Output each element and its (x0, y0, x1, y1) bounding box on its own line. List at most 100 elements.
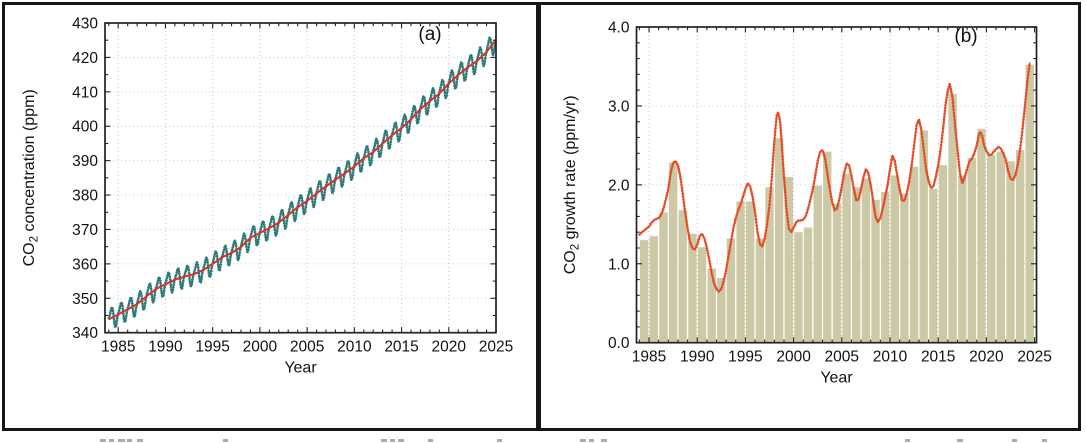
x-tick-label: 2025 (1017, 349, 1051, 366)
x-tick-label: 1990 (680, 349, 715, 366)
x-tick-label: 2005 (290, 339, 324, 356)
bar-2001 (803, 227, 813, 342)
caption-fragment-mark (109, 439, 114, 442)
caption-fragment-mark (381, 439, 387, 442)
y-tick-label: 350 (72, 291, 98, 308)
bar-2021 (996, 151, 1005, 342)
x-tick-label: 2000 (776, 349, 811, 366)
caption-fragment-mark (390, 439, 395, 442)
x-tick-label: 2000 (243, 339, 278, 356)
caption-fragment-mark (428, 439, 433, 442)
growth-rate-line (638, 62, 1031, 293)
growth-rate-bars (640, 64, 1034, 342)
bar-2018 (967, 158, 977, 342)
y-tick-label: 360 (72, 256, 98, 273)
panel-tag: (b) (954, 26, 977, 47)
bar-2006 (852, 187, 861, 342)
bar-1995 (746, 201, 755, 342)
y-tick-label: 400 (72, 119, 98, 136)
y-axis-title: CO2 concentration (ppm) (21, 89, 41, 266)
caption-fragment-mark (118, 439, 125, 442)
bar-2013 (919, 130, 928, 342)
caption-fragment-mark (497, 439, 502, 442)
caption-fragment-mark (1012, 439, 1017, 442)
bar-1991 (707, 268, 716, 342)
bar-2003 (823, 151, 832, 342)
bar-2020 (987, 154, 996, 342)
bar-1988 (678, 210, 687, 342)
caption-fragment-mark (957, 439, 963, 442)
y-tick-label: 430 (72, 16, 98, 33)
gridlines (105, 23, 496, 333)
bar-2007 (861, 178, 871, 342)
bar-2008 (871, 199, 880, 342)
bar-2023 (1015, 150, 1025, 342)
x-tick-label: 2010 (337, 339, 372, 356)
bar-1994 (736, 201, 745, 342)
bar-1985 (649, 236, 658, 342)
bar-2002 (813, 185, 822, 342)
axes (104, 22, 497, 334)
x-tick-label: 1995 (195, 339, 229, 356)
y-tick-label: 0.0 (608, 335, 630, 352)
panel-b-chart: 1985 1990 1995 2000 2005 2010 2015 2020 20250.01… (562, 20, 1052, 387)
caption-fragment-mark (580, 439, 586, 442)
bar-1992 (717, 278, 726, 342)
bar-2019 (977, 128, 986, 342)
bar-1984 (640, 240, 649, 342)
x-tick-label: 1985 (101, 339, 135, 356)
x-tick-label: 2015 (384, 339, 418, 356)
y-tick-label: 1.0 (608, 256, 630, 273)
caption-fragment-mark (137, 439, 143, 442)
bar-1998 (774, 138, 784, 342)
caption-fragment-mark (589, 439, 594, 442)
bar-2014 (929, 188, 938, 342)
bar-1999 (784, 177, 793, 342)
panel-tag: (a) (418, 24, 441, 45)
panel-divider (536, 2, 541, 431)
bar-1997 (765, 187, 774, 342)
y-tick-label: 390 (72, 153, 98, 170)
caption-fragment-mark (127, 439, 132, 442)
caption-fragment-mark (601, 439, 607, 442)
caption-fragment-mark (1042, 439, 1047, 442)
y-axis-title: CO2 growth rate (ppm/yr) (562, 95, 582, 274)
x-tick-label: 2015 (921, 349, 955, 366)
bar-2022 (1006, 161, 1015, 342)
axes (635, 26, 1038, 344)
y-tick-label: 4.0 (608, 20, 630, 37)
x-tick-label: 2020 (432, 339, 467, 356)
bar-2004 (832, 203, 842, 342)
x-tick-label: 2005 (825, 349, 859, 366)
y-tick-labels: 0.0 1.0 2.0 3.0 4.0 (608, 20, 630, 353)
bar-1993 (726, 238, 736, 342)
bar-1989 (688, 233, 697, 342)
x-tick-label: 2025 (479, 339, 513, 356)
bar-2024 (1025, 64, 1034, 342)
x-tick-label: 1985 (632, 349, 666, 366)
bar-1990 (697, 247, 707, 342)
bar-2016 (948, 94, 957, 342)
bar-1986 (659, 212, 668, 342)
x-tick-label: 2010 (873, 349, 908, 366)
monthly-co2-series (107, 36, 497, 328)
caption-fragment-mark (100, 439, 106, 442)
caption-fragment-mark (905, 439, 910, 442)
y-tick-label: 3.0 (608, 98, 630, 115)
x-tick-label: 1990 (148, 339, 183, 356)
x-tick-label: 1995 (728, 349, 762, 366)
x-axis-title: Year (820, 370, 853, 387)
x-tick-labels: 1985 1990 1995 2000 2005 2010 2015 2020 2025 (632, 349, 1052, 366)
bar-2005 (842, 173, 851, 342)
bar-1987 (668, 162, 678, 342)
x-axis-title: Year (284, 360, 317, 377)
bar-2000 (794, 232, 803, 342)
x-tick-label: 2020 (969, 349, 1004, 366)
panel-a-chart: 1985 1990 1995 2000 2005 2010 2015 2020 2025 340 3… (21, 16, 513, 377)
x-tick-labels: 1985 1990 1995 2000 2005 2010 2015 2020 2025 (101, 339, 513, 356)
y-tick-label: 2.0 (608, 177, 630, 194)
y-tick-label: 420 (72, 50, 98, 67)
y-tick-label: 380 (72, 188, 98, 205)
bar-2012 (909, 166, 919, 342)
y-tick-label: 340 (72, 325, 98, 342)
